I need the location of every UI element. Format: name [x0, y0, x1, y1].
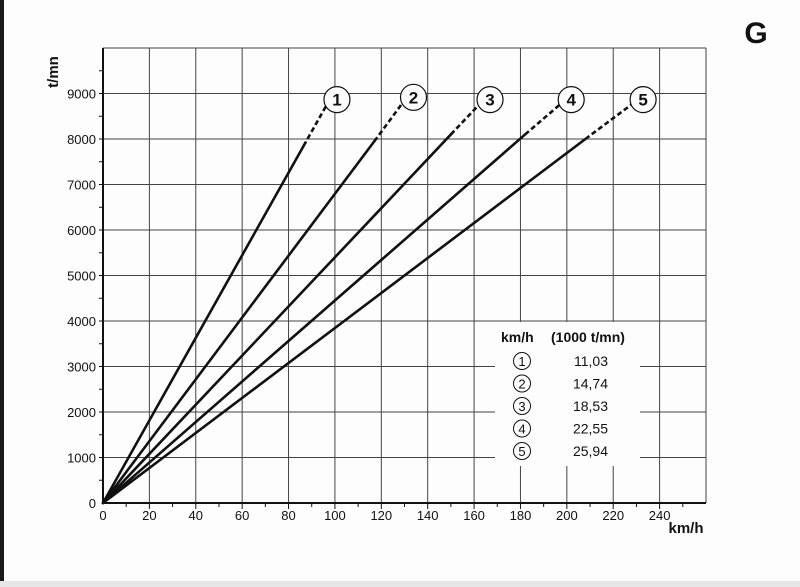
x-tick-label: 140 [417, 508, 439, 523]
x-tick-label: 120 [370, 508, 392, 523]
legend-badge-4 [513, 419, 531, 438]
series-badge-5 [629, 85, 657, 114]
y-tick-label: 2000 [67, 405, 96, 420]
y-tick-label: 5000 [67, 269, 96, 284]
series-line-1 [101, 144, 305, 505]
x-tick-label: 220 [602, 508, 624, 523]
series-line-4 [101, 133, 527, 505]
y-tick-label: 3000 [67, 360, 96, 375]
series-badge-label-2: 2 [409, 88, 418, 107]
x-tick-label: 20 [142, 508, 156, 523]
x-tick-label: 100 [324, 508, 346, 523]
legend-badge-label-5: 5 [518, 444, 525, 459]
legend-header-speed: km/h [501, 329, 534, 345]
x-tick-label: 40 [189, 508, 203, 523]
legend-value-3: 18,53 [573, 398, 608, 414]
series-badge-3 [476, 85, 504, 114]
y-tick-label: 6000 [67, 223, 96, 238]
y-axis-title: t/mn [45, 56, 62, 88]
x-tick-label: 200 [556, 508, 578, 523]
y-tick-label: 8000 [67, 132, 96, 147]
series-badge-1 [323, 85, 351, 114]
legend-value-1: 11,03 [574, 353, 608, 369]
series-badge-label-1: 1 [332, 91, 341, 110]
series-extrapolation-4 [524, 101, 564, 136]
y-tick-label: 0 [89, 496, 96, 511]
x-axis-title: km/h [668, 520, 703, 537]
scan-left-edge [0, 0, 4, 587]
series-extrapolation-2 [373, 99, 406, 143]
series-badge-4 [557, 85, 585, 114]
legend-badge-2 [513, 374, 531, 393]
legend-badge-3 [513, 397, 531, 415]
x-tick-label: 80 [281, 508, 295, 523]
legend-badge-label-4: 4 [518, 422, 525, 437]
series-line-2 [101, 139, 376, 505]
legend-background [495, 322, 640, 466]
scan-bottom-edge [0, 581, 800, 587]
legend-badge-label-1: 1 [518, 354, 525, 369]
x-tick-label: 60 [235, 508, 249, 523]
legend-value-2: 14,74 [573, 376, 608, 392]
y-tick-label: 1000 [67, 451, 96, 466]
legend-badge-label-2: 2 [518, 377, 525, 392]
corner-letter: G [744, 17, 767, 50]
legend-badge-1 [513, 352, 531, 370]
series-extrapolation-1 [302, 101, 330, 147]
legend-badge-5 [513, 442, 531, 460]
legend-value-5: 25,94 [573, 443, 608, 459]
series-badge-label-5: 5 [638, 91, 647, 110]
series-badge-label-3: 3 [485, 91, 494, 110]
x-tick-label: 240 [649, 508, 671, 523]
series-line-5 [101, 137, 587, 505]
y-tick-label: 9000 [67, 87, 96, 102]
series-line-3 [101, 133, 453, 505]
legend-badge-label-3: 3 [518, 399, 525, 414]
series-extrapolation-3 [449, 101, 482, 136]
y-tick-label: 4000 [67, 314, 96, 329]
series-extrapolation-5 [584, 101, 635, 141]
legend-header-rpm: (1000 t/mn) [551, 329, 625, 345]
series-badge-2 [399, 83, 428, 111]
x-tick-label: 160 [463, 508, 485, 523]
legend-value-4: 22,55 [573, 421, 608, 437]
x-tick-label: 0 [99, 508, 106, 523]
y-tick-label: 7000 [67, 178, 96, 193]
x-tick-label: 180 [510, 508, 532, 523]
series-badge-label-4: 4 [566, 91, 576, 110]
